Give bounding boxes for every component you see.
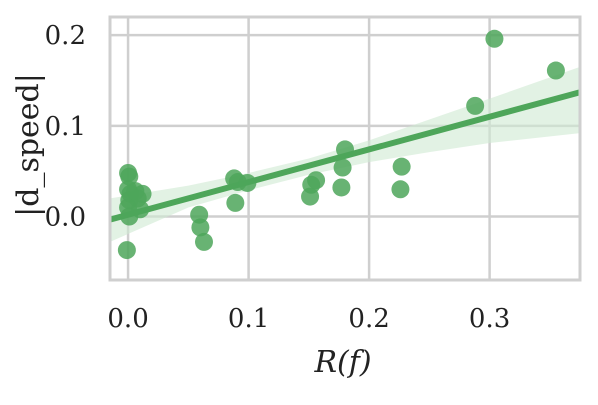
data-point — [332, 178, 351, 197]
data-point — [126, 182, 145, 201]
data-point — [392, 157, 411, 176]
data-point — [195, 232, 213, 251]
data-point — [485, 29, 504, 48]
x-axis-label: R(f) — [313, 345, 371, 380]
data-point — [391, 180, 410, 199]
gridlines — [110, 17, 580, 280]
plot-frame — [108, 15, 582, 282]
data-point — [307, 171, 326, 190]
x-tick-labels: 0.0 0.1 0.2 0.3 — [107, 304, 510, 334]
data-point — [333, 158, 352, 177]
data-point — [226, 193, 245, 212]
x-tick-label: 0.3 — [469, 304, 510, 334]
data-point — [131, 200, 150, 219]
data-points — [117, 29, 565, 260]
y-axis-label: |d_speed| — [11, 73, 46, 217]
y-tick-label: 0.1 — [45, 112, 86, 142]
y-tick-label: 0.0 — [45, 203, 86, 233]
data-point — [546, 61, 565, 80]
x-tick-label: 0.2 — [348, 304, 389, 334]
x-tick-label: 0.1 — [228, 304, 269, 334]
data-point — [336, 140, 354, 159]
data-point — [301, 187, 320, 206]
data-point — [466, 96, 485, 115]
data-point — [191, 218, 210, 237]
x-tick-label: 0.0 — [107, 304, 148, 334]
data-point — [238, 173, 257, 192]
y-tick-label: 0.2 — [45, 21, 86, 51]
data-point — [117, 241, 136, 260]
y-tick-labels: 0.0 0.1 0.2 — [45, 21, 86, 232]
